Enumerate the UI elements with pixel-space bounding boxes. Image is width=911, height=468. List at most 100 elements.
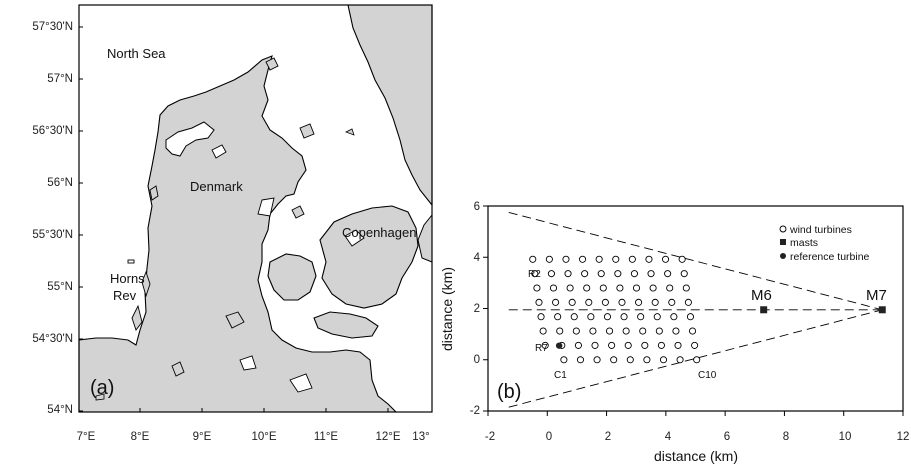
wind-turbine-point <box>575 342 581 348</box>
north-sea-label: North Sea <box>107 46 166 61</box>
wind-turbine-point <box>627 357 633 363</box>
wind-turbine-point <box>625 342 631 348</box>
layout-x-ticks: -2 0 2 4 6 8 10 12 <box>485 431 910 443</box>
x-tick-label: 12 <box>897 431 910 443</box>
wind-turbine-point <box>685 299 691 305</box>
wind-turbine-point <box>675 342 681 348</box>
legend-square-icon <box>780 239 786 245</box>
y-tick-label: -2 <box>470 405 480 417</box>
wind-turbine-point <box>565 271 571 277</box>
wind-turbine-point <box>694 357 700 363</box>
legend-wind-turbines: wind turbines <box>789 224 852 236</box>
wind-turbine-point <box>590 328 596 334</box>
wind-turbine-point <box>621 314 627 320</box>
wind-turbine-point <box>611 357 617 363</box>
wind-turbine-point <box>577 357 583 363</box>
wind-turbine-point <box>582 271 588 277</box>
lon-tick-label: 9°E <box>193 431 212 443</box>
y-tick-label: 6 <box>474 201 480 213</box>
wind-turbine-point <box>623 328 629 334</box>
wind-turbine-point <box>557 328 563 334</box>
lat-tick-label: 55°N <box>47 281 73 293</box>
wind-turbine-point <box>579 256 585 262</box>
lon-tick-label: 13° <box>412 431 429 443</box>
wind-turbine-point <box>669 299 675 305</box>
map-panel-label: (a) <box>90 377 114 399</box>
denmark-label: Denmark <box>190 179 243 194</box>
wind-turbine-point <box>665 271 671 277</box>
wind-turbine-point <box>617 285 623 291</box>
map-lat-ticks: 57°30'N 57°N 56°30'N 56°N 55°30'N 55°N 5… <box>32 21 83 416</box>
c1-label: C1 <box>554 370 567 381</box>
wind-turbine-point <box>646 256 652 262</box>
wind-turbine-point <box>592 342 598 348</box>
rev-label: Rev <box>113 288 137 303</box>
wind-turbine-point <box>536 299 542 305</box>
wind-turbine-point <box>654 314 660 320</box>
legend-open-circle-icon <box>780 226 786 232</box>
wind-turbine-point <box>660 357 666 363</box>
layout-plot-frame <box>488 206 903 411</box>
horns-label: Horns <box>110 271 145 286</box>
y-tick-label: 2 <box>474 303 480 315</box>
lon-tick-label: 7°E <box>77 431 96 443</box>
wind-turbine-point <box>689 328 695 334</box>
wind-turbine-point <box>658 342 664 348</box>
wind-turbine-point <box>555 314 561 320</box>
wind-turbine-point <box>671 314 677 320</box>
lat-tick-label: 54°N <box>47 404 73 416</box>
x-tick-label: 0 <box>546 431 552 443</box>
r7-label: R7 <box>535 343 548 354</box>
mast-point <box>760 306 767 313</box>
copenhagen-label: Copenhagen <box>342 225 416 240</box>
wind-turbine-point <box>640 328 646 334</box>
lon-tick-label: 11°E <box>314 431 339 443</box>
wind-turbine-point <box>548 271 554 277</box>
wind-turbine-point <box>677 357 683 363</box>
wind-turbine-point <box>573 328 579 334</box>
wind-turbine-point <box>638 314 644 320</box>
x-tick-label: 8 <box>783 431 789 443</box>
wind-turbine-point <box>604 314 610 320</box>
lon-tick-label: 12°E <box>375 431 400 443</box>
x-tick-label: 2 <box>605 431 611 443</box>
map-lon-ticks: 7°E 8°E 9°E 10°E 11°E 12°E 13° <box>77 408 430 443</box>
wind-turbine-point <box>584 285 590 291</box>
layout-y-ticks: -2 0 2 4 6 <box>470 201 481 417</box>
wind-turbine-point <box>600 285 606 291</box>
wind-turbine-point <box>540 328 546 334</box>
wind-turbine-point <box>563 256 569 262</box>
wind-turbine-point <box>561 357 567 363</box>
lat-tick-label: 56°30'N <box>32 125 73 137</box>
layout-panel-label: (b) <box>497 381 521 403</box>
m6-label: M6 <box>751 287 772 304</box>
wind-turbine-point <box>656 328 662 334</box>
wind-turbine-point <box>635 299 641 305</box>
x-tick-label: 10 <box>839 431 852 443</box>
lon-tick-label: 10°E <box>251 431 276 443</box>
mast-point <box>879 306 886 313</box>
wind-turbine-point <box>569 299 575 305</box>
wind-turbine-point <box>606 328 612 334</box>
reference-turbine-point <box>556 342 562 348</box>
wind-turbine-point <box>644 357 650 363</box>
y-tick-label: 4 <box>474 252 481 264</box>
legend-reference-turbine: reference turbine <box>790 251 870 263</box>
wind-turbine-point <box>648 271 654 277</box>
wind-turbine-point <box>652 299 658 305</box>
x-axis-label: distance (km) <box>654 448 738 464</box>
wind-turbine-point <box>633 285 639 291</box>
layout-panel: -2 0 2 4 6 8 10 12 -2 0 2 4 6 distance (… <box>439 201 909 464</box>
wind-turbine-point <box>619 299 625 305</box>
wind-turbine-point <box>609 342 615 348</box>
wind-turbine-point <box>546 256 552 262</box>
wind-turbine-point <box>687 314 693 320</box>
x-tick-label: 4 <box>665 431 672 443</box>
wind-turbine-point <box>642 342 648 348</box>
wind-turbine-point <box>692 342 698 348</box>
lat-tick-label: 54°30'N <box>32 333 73 345</box>
y-tick-label: 0 <box>474 354 480 366</box>
c10-label: C10 <box>698 370 717 381</box>
lon-tick-label: 8°E <box>131 431 150 443</box>
